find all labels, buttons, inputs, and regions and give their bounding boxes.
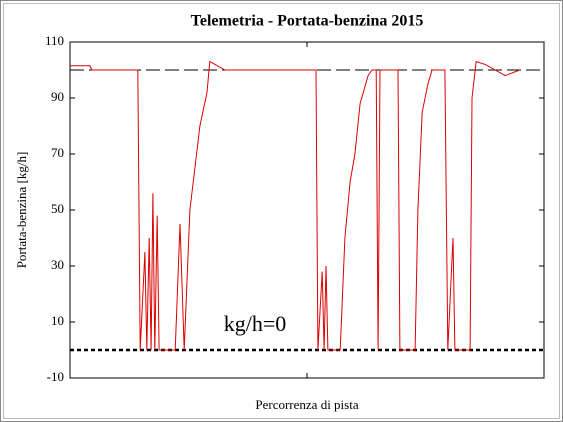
data-line: [70, 60, 520, 351]
y-tick-label: 110: [45, 33, 64, 48]
y-tick-label: 70: [51, 145, 64, 160]
y-tick-label: 50: [51, 201, 64, 216]
y-tick-label: 10: [51, 313, 64, 328]
window-inner-frame: [3, 3, 560, 419]
y-axis-label: Portata-benzina [kg/h]: [14, 152, 29, 269]
annotation: kg/h=0: [224, 311, 287, 336]
plot-area: [69, 41, 545, 379]
y-tick-label: -10: [47, 369, 64, 384]
chart-title: Telemetria - Portata-benzina 2015: [191, 13, 424, 30]
y-tick-label: 90: [51, 89, 64, 104]
x-axis-label: Percorrenza di pista: [255, 397, 358, 412]
y-tick-label: 30: [51, 257, 64, 272]
